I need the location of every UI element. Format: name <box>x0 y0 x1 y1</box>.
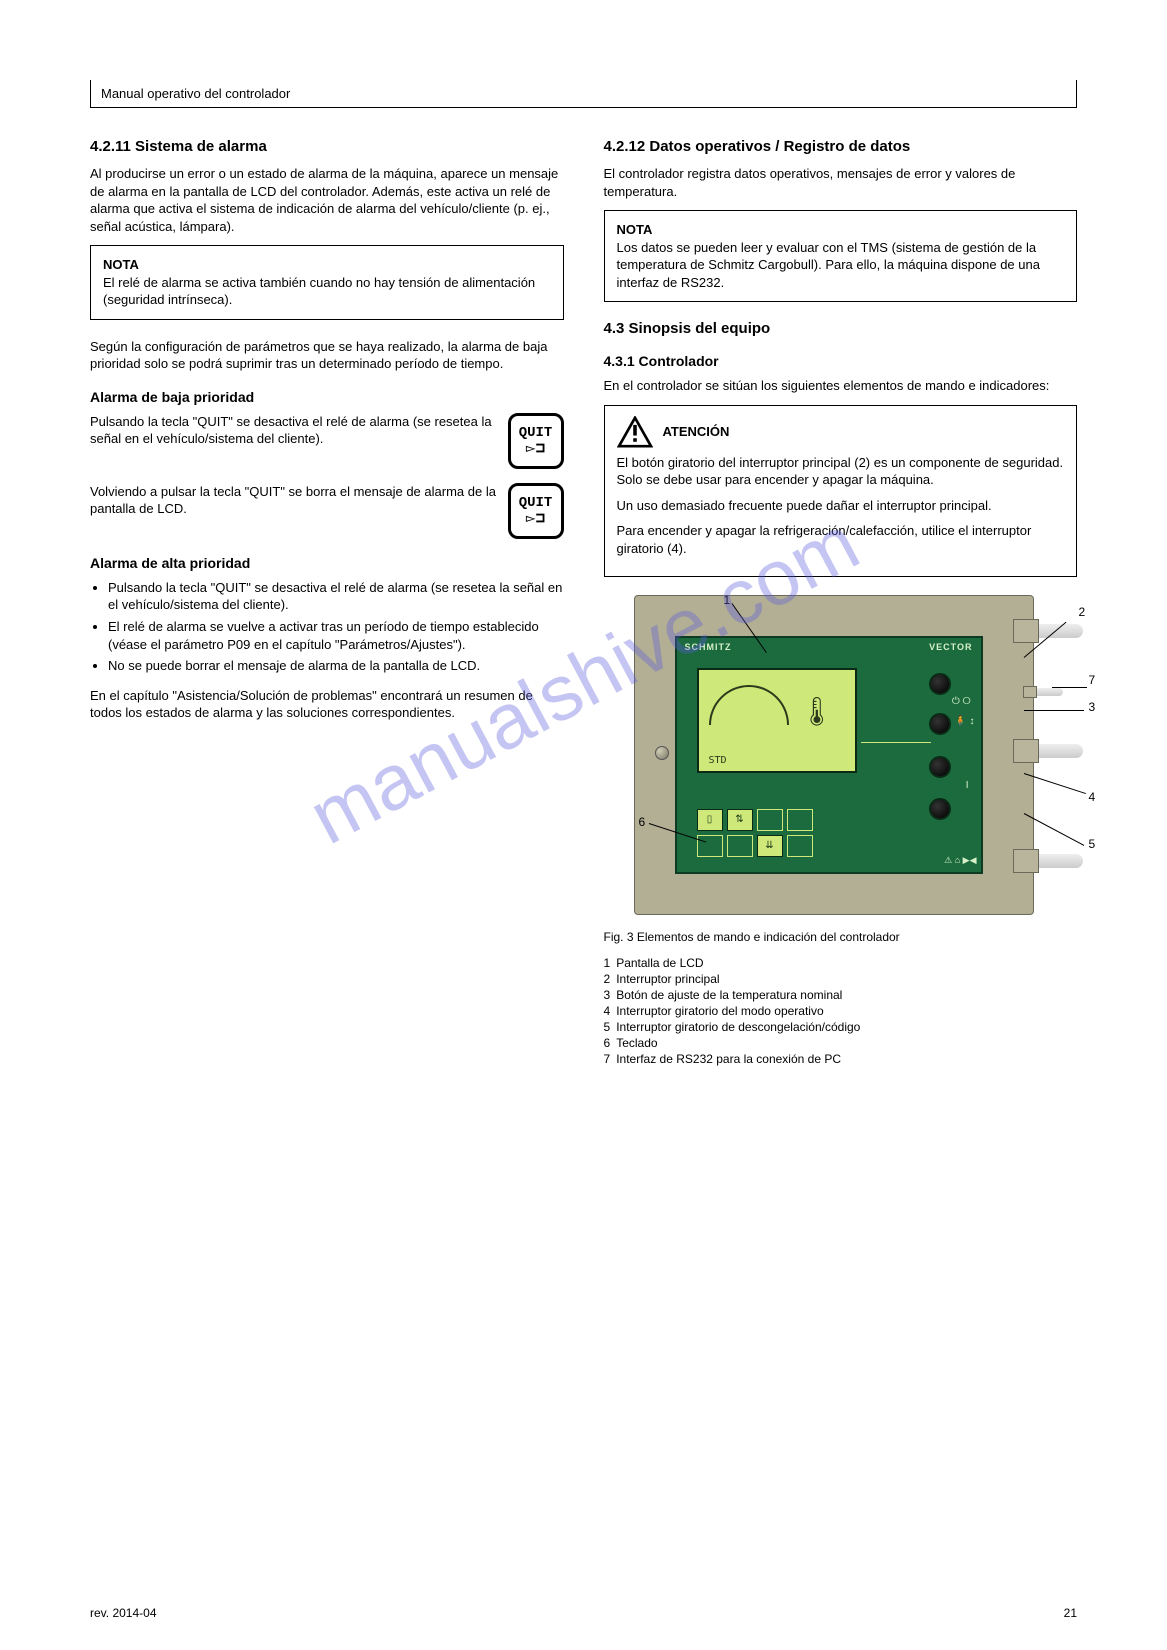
knob-icon-power: ⏻ ⭘ <box>952 696 971 707</box>
quit-button-icon: QUIT ▻⊐ <box>508 413 564 469</box>
figure-caption: Fig. 3 Elementos de mando e indicación d… <box>604 929 1078 945</box>
controller-intro: En el controlador se sitúan los siguient… <box>604 377 1078 395</box>
list-item: Pulsando la tecla "QUIT" se desactiva el… <box>108 579 564 614</box>
lcd-readout: STD <box>709 755 727 766</box>
alarm-system-heading: 4.2.11 Sistema de alarma <box>90 138 564 155</box>
right-column: 4.2.12 Datos operativos / Registro de da… <box>604 138 1078 1067</box>
brand-right: VECTOR <box>929 642 972 652</box>
key[interactable] <box>787 835 813 857</box>
quit-step-1-text: Pulsando la tecla "QUIT" se desactiva el… <box>90 413 498 448</box>
note-label: NOTA <box>617 222 653 237</box>
high-priority-list: Pulsando la tecla "QUIT" se desactiva el… <box>90 579 564 675</box>
cable-gland-icon <box>1013 846 1083 876</box>
alarm-summary-ref: En el capítulo "Asistencia/Solución de p… <box>90 687 564 722</box>
bottom-icons: ⚠ ⌂ ▶◀ <box>944 855 976 866</box>
table-row: 5Interruptor giratorio de descongelación… <box>604 1019 867 1035</box>
note-box-tms: NOTA Los datos se pueden leer y evaluar … <box>604 210 1078 302</box>
attention-p3: Para encender y apagar la refrigeración/… <box>617 522 1065 557</box>
datalog-paragraph: El controlador registra datos operativos… <box>604 165 1078 200</box>
left-column: 4.2.11 Sistema de alarma Al producirse u… <box>90 138 564 1067</box>
footer-revision: rev. 2014-04 <box>90 1606 157 1620</box>
key[interactable] <box>787 809 813 831</box>
quit-step-2-text: Volviendo a pulsar la tecla "QUIT" se bo… <box>90 483 498 518</box>
callout-5: 5 <box>1089 837 1096 851</box>
brand-left: SCHMITZ <box>685 642 732 652</box>
key[interactable]: ⇊ <box>757 835 783 857</box>
equipment-overview-heading: 4.3 Sinopsis del equipo <box>604 320 1078 337</box>
controller-figure: SCHMITZ VECTOR 🌡 STD ⏻ ⭘ 🧍 <box>604 595 1078 915</box>
attention-p2: Un uso demasiado frecuente puede dañar e… <box>617 497 1065 515</box>
note-text: Los datos se pueden leer y evaluar con e… <box>617 240 1040 290</box>
control-panel: SCHMITZ VECTOR 🌡 STD ⏻ ⭘ 🧍 <box>675 636 983 874</box>
header-section-label: Manual operativo del controlador <box>90 80 1077 108</box>
low-priority-heading: Alarma de baja prioridad <box>90 389 564 405</box>
callout-1: 1 <box>724 593 731 607</box>
footer-page-number: 21 <box>1064 1606 1077 1620</box>
table-row: 3Botón de ajuste de la temperatura nomin… <box>604 987 867 1003</box>
knob-icon-person: 🧍 ↕ <box>954 716 974 727</box>
callout-7: 7 <box>1089 673 1096 687</box>
mode-switch-knob[interactable] <box>929 756 951 778</box>
cable-gland-icon <box>1013 616 1083 646</box>
controller-subheading: 4.3.1 Controlador <box>604 353 1078 369</box>
list-item: El relé de alarma se vuelve a activar tr… <box>108 618 564 653</box>
attention-box: ATENCIÓN El botón giratorio del interrup… <box>604 405 1078 577</box>
attention-label: ATENCIÓN <box>663 424 730 439</box>
quit-step-2: Volviendo a pulsar la tecla "QUIT" se bo… <box>90 483 564 539</box>
note-box-relay: NOTA El relé de alarma se activa también… <box>90 245 564 320</box>
key[interactable] <box>697 835 723 857</box>
key[interactable]: ▯ <box>697 809 723 831</box>
table-row: 7Interfaz de RS232 para la conexión de P… <box>604 1051 867 1067</box>
main-switch-knob[interactable] <box>929 673 951 695</box>
table-row: 2Interruptor principal <box>604 971 867 987</box>
warning-triangle-icon <box>617 416 653 448</box>
table-row: 6Teclado <box>604 1035 867 1051</box>
list-item: No se puede borrar el mensaje de alarma … <box>108 657 564 675</box>
alarm-suppress-paragraph: Según la configuración de parámetros que… <box>90 338 564 373</box>
temp-setpoint-knob[interactable] <box>929 713 951 735</box>
page-footer: rev. 2014-04 21 <box>90 1606 1077 1620</box>
table-row: 4Interruptor giratorio del modo operativ… <box>604 1003 867 1019</box>
attention-p1: El botón giratorio del interruptor princ… <box>617 454 1065 489</box>
note-label: NOTA <box>103 257 139 272</box>
table-row: 1Pantalla de LCD <box>604 955 867 971</box>
cable-gland-icon <box>1013 736 1083 766</box>
controller-device: SCHMITZ VECTOR 🌡 STD ⏻ ⭘ 🧍 <box>634 595 1034 915</box>
keypad[interactable]: ▯ ⇅ ⇊ <box>697 809 813 857</box>
key[interactable] <box>757 809 783 831</box>
callout-2: 2 <box>1079 605 1086 619</box>
screw-icon <box>655 746 669 760</box>
alarm-intro-paragraph: Al producirse un error o un estado de al… <box>90 165 564 235</box>
quit-button-icon: QUIT ▻⊐ <box>508 483 564 539</box>
datalog-heading: 4.2.12 Datos operativos / Registro de da… <box>604 138 1078 155</box>
knob-icon-mode: I <box>966 780 969 791</box>
key[interactable] <box>727 835 753 857</box>
legend-table: 1Pantalla de LCD 2Interruptor principal … <box>604 955 867 1067</box>
key[interactable]: ⇅ <box>727 809 753 831</box>
thermometer-icon: 🌡 <box>799 695 835 728</box>
quit-step-1: Pulsando la tecla "QUIT" se desactiva el… <box>90 413 564 469</box>
callout-6: 6 <box>639 815 646 829</box>
defrost-code-knob[interactable] <box>929 798 951 820</box>
callout-3: 3 <box>1089 700 1096 714</box>
high-priority-heading: Alarma de alta prioridad <box>90 555 564 571</box>
lcd-display: 🌡 STD <box>697 668 857 773</box>
note-text: El relé de alarma se activa también cuan… <box>103 275 535 308</box>
callout-4: 4 <box>1089 790 1096 804</box>
